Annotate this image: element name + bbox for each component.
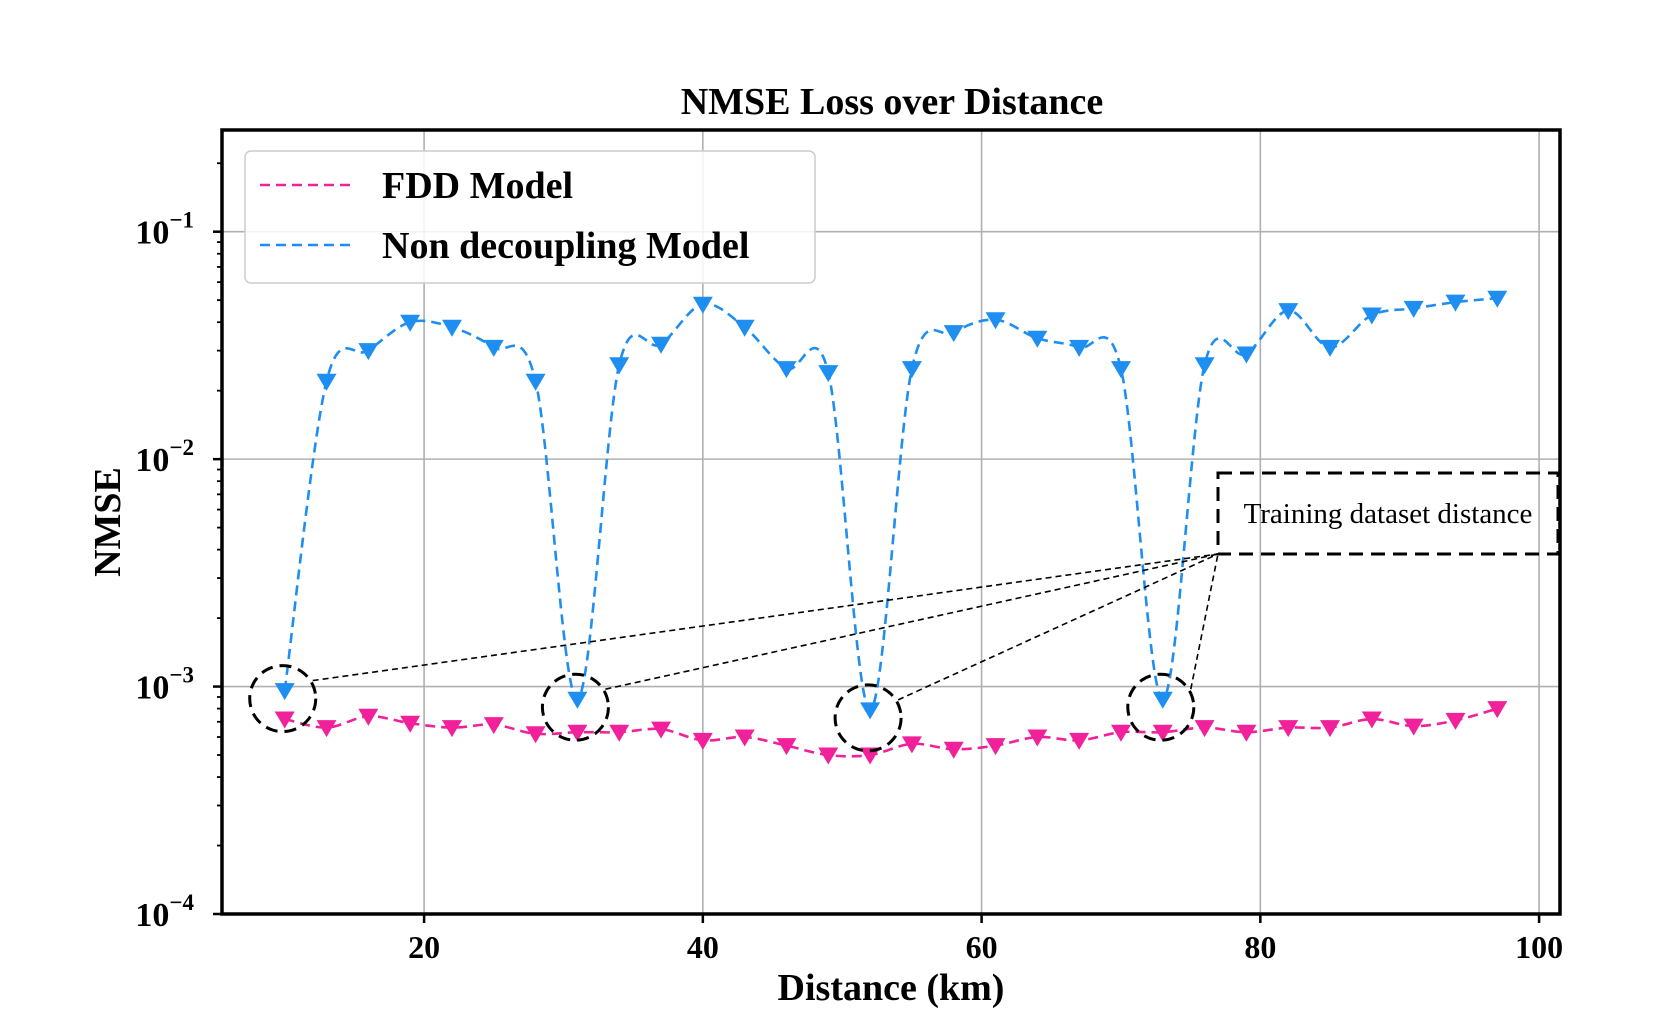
data-point-fdd <box>860 747 881 765</box>
legend-non-decoupling-label: Non decoupling Model <box>382 225 749 267</box>
data-point-fdd <box>1110 724 1131 742</box>
annotation-leader-line <box>312 553 1219 682</box>
data-point-fdd <box>274 711 295 729</box>
training-distance-circle <box>833 683 903 753</box>
data-point-non-decoupling <box>818 365 839 383</box>
data-point-non-decoupling <box>1069 339 1090 357</box>
annotation-leader-line <box>897 553 1219 701</box>
data-point-non-decoupling <box>1278 303 1299 321</box>
data-point-fdd <box>734 729 755 747</box>
data-point-non-decoupling <box>567 691 588 709</box>
data-point-non-decoupling <box>776 361 797 379</box>
data-point-non-decoupling <box>1236 346 1257 364</box>
training-distance-annotation <box>248 553 1219 753</box>
annotation-text: Training dataset distance <box>1244 498 1533 530</box>
data-point-fdd <box>483 717 504 735</box>
training-distance-circle <box>540 672 610 742</box>
data-point-fdd <box>1069 732 1090 750</box>
data-point-non-decoupling <box>943 325 964 343</box>
x-tick-label: 100 <box>1515 929 1563 965</box>
series-markers <box>274 290 1508 765</box>
training-distance-circle <box>248 664 318 734</box>
training-distance-circle <box>1126 672 1196 742</box>
data-point-non-decoupling <box>1320 339 1341 357</box>
data-point-non-decoupling <box>316 373 337 391</box>
data-point-non-decoupling <box>1445 294 1466 312</box>
data-point-fdd <box>1403 718 1424 736</box>
data-point-non-decoupling <box>860 702 881 720</box>
data-point-non-decoupling <box>901 361 922 379</box>
x-tick-label: 80 <box>1244 929 1276 965</box>
legend-box <box>244 150 816 284</box>
data-point-fdd <box>567 724 588 742</box>
data-point-non-decoupling <box>483 339 504 357</box>
chart-title: NMSE Loss over Distance <box>681 81 1104 123</box>
data-point-non-decoupling <box>1110 361 1131 379</box>
legend: FDD Model Non decoupling Model <box>244 150 816 284</box>
data-point-fdd <box>1361 711 1382 729</box>
annotation-box <box>1216 471 1560 556</box>
data-point-fdd <box>400 715 421 733</box>
data-point-fdd <box>1487 701 1508 719</box>
data-point-fdd <box>692 732 713 750</box>
data-point-fdd <box>1445 712 1466 730</box>
data-point-fdd <box>985 738 1006 756</box>
data-point-fdd <box>1194 720 1215 738</box>
data-point-fdd <box>441 720 462 738</box>
data-point-fdd <box>1278 720 1299 738</box>
data-point-non-decoupling <box>358 343 379 361</box>
annotation-leader-line <box>605 553 1219 690</box>
data-point-fdd <box>316 720 337 738</box>
data-point-fdd <box>609 724 630 742</box>
data-point-non-decoupling <box>274 683 295 701</box>
data-point-fdd <box>1236 724 1257 742</box>
data-point-non-decoupling <box>1194 357 1215 375</box>
data-point-non-decoupling <box>1152 691 1173 709</box>
data-point-non-decoupling <box>985 312 1006 330</box>
data-point-non-decoupling <box>1361 307 1382 325</box>
data-point-fdd <box>1027 729 1048 747</box>
data-point-fdd <box>358 708 379 726</box>
data-point-non-decoupling <box>525 373 546 391</box>
data-point-non-decoupling <box>651 336 672 354</box>
data-point-non-decoupling <box>1403 300 1424 318</box>
data-point-fdd <box>1152 724 1173 742</box>
plot-frame <box>220 128 1562 916</box>
data-point-non-decoupling <box>692 296 713 314</box>
data-point-fdd <box>525 726 546 744</box>
data-point-fdd <box>943 741 964 759</box>
x-tick-label: 40 <box>687 929 719 965</box>
data-point-non-decoupling <box>609 357 630 375</box>
x-tick-label: 60 <box>966 929 998 965</box>
data-point-non-decoupling <box>441 319 462 337</box>
x-tick-label: 20 <box>408 929 440 965</box>
legend-fdd-label: FDD Model <box>382 165 573 207</box>
y-axis-label: NMSE <box>87 467 129 577</box>
x-axis-label: Distance (km) <box>778 967 1005 1009</box>
data-point-fdd <box>776 738 797 756</box>
data-point-non-decoupling <box>400 314 421 332</box>
data-point-non-decoupling <box>1027 330 1048 348</box>
data-point-non-decoupling <box>734 319 755 337</box>
data-point-fdd <box>651 721 672 739</box>
data-point-fdd <box>901 736 922 754</box>
annotation-leader-line <box>1189 553 1219 690</box>
data-point-fdd <box>1320 720 1341 738</box>
data-point-fdd <box>818 747 839 765</box>
data-point-non-decoupling <box>1487 290 1508 308</box>
